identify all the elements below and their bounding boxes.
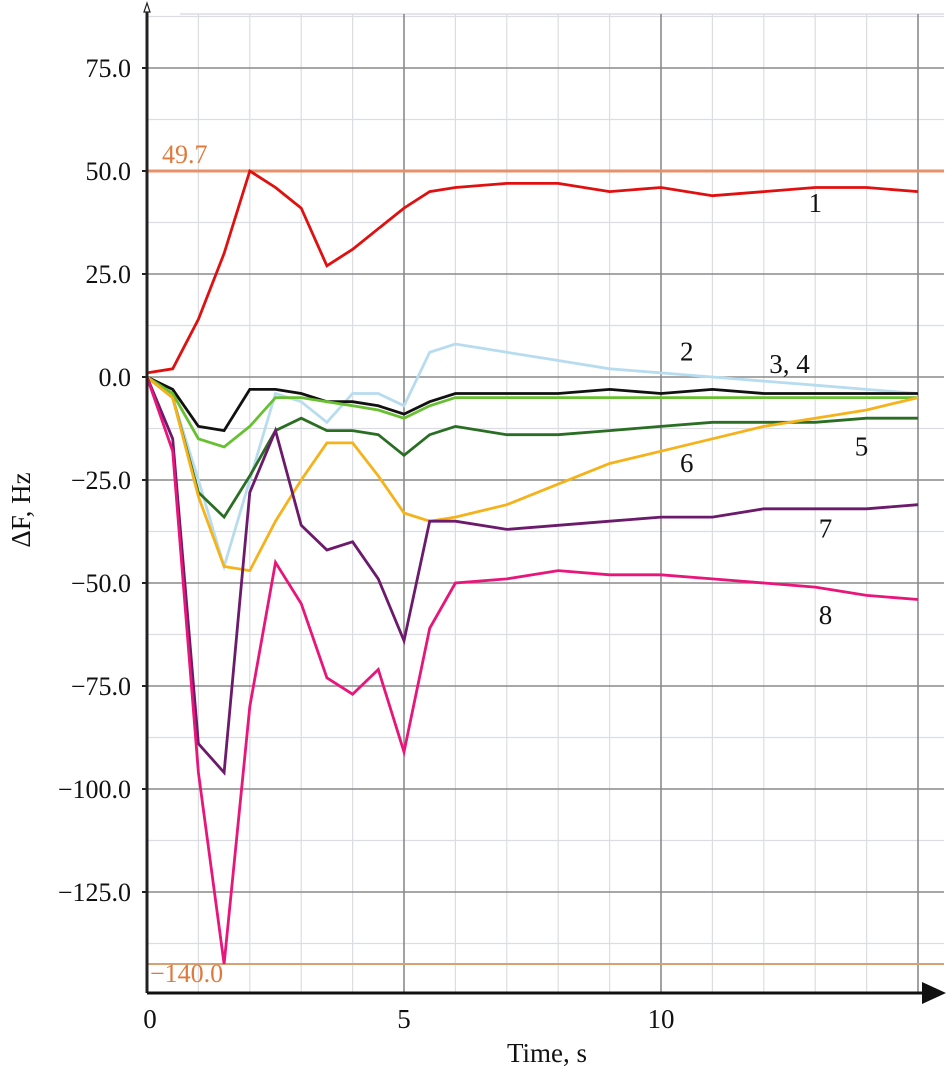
y-tick-label: 75.0	[86, 54, 132, 83]
series-annotation: 8	[819, 600, 833, 630]
x-tick-label: 5	[397, 1004, 411, 1034]
reference-lines: 49.7 −140.0	[147, 140, 944, 988]
x-tick-label: 10	[648, 1004, 675, 1034]
y-axis-arrow-icon	[143, 1, 151, 13]
y-tick-labels: 75.0 50.0 25.0 0.0 −25.0 −50.0 −75.0 −100.0 −125…	[58, 54, 131, 907]
series-annotations: 1 2 3, 4 5 6 7 8	[680, 188, 868, 630]
axes	[143, 1, 946, 1004]
y-tick-label: −75.0	[71, 672, 131, 701]
y-tick-label: 25.0	[86, 260, 132, 289]
series-line-6	[146, 375, 919, 573]
y-tick-label: −125.0	[58, 878, 131, 907]
series-annotation: 1	[808, 188, 822, 218]
minor-grid	[147, 13, 944, 993]
x-tick-label: 0	[143, 1004, 157, 1034]
x-axis-label: Time, s	[507, 1038, 587, 1068]
series-annotation: 5	[855, 431, 869, 461]
series-line-3-4-light-green-	[146, 375, 918, 449]
y-tick-label: −50.0	[71, 569, 131, 598]
series-annotation: 3, 4	[769, 349, 810, 379]
series-line-3-4-black-	[146, 375, 918, 433]
y-axis-label: ΔF, Hz	[6, 472, 36, 547]
reference-line-label: −140.0	[150, 959, 223, 988]
series-line-8	[145, 376, 919, 965]
y-tick-label: −25.0	[71, 466, 131, 495]
x-tick-labels: 0 5 10	[143, 1004, 674, 1034]
x-axis-arrow-icon	[922, 982, 946, 1004]
series-line-5	[146, 375, 918, 520]
series-line-7	[145, 376, 919, 776]
y-tick-label: 50.0	[86, 157, 132, 186]
series-line-1	[146, 168, 919, 375]
series-lines	[145, 168, 919, 965]
series-annotation: 6	[680, 448, 694, 478]
reference-line-label: 49.7	[162, 140, 208, 169]
y-tick-label: 0.0	[99, 363, 132, 392]
series-annotation: 2	[680, 337, 694, 367]
major-grid	[142, 14, 944, 993]
y-tick-label: −100.0	[58, 775, 131, 804]
series-line-2	[146, 342, 919, 572]
series-annotation: 7	[819, 514, 833, 544]
